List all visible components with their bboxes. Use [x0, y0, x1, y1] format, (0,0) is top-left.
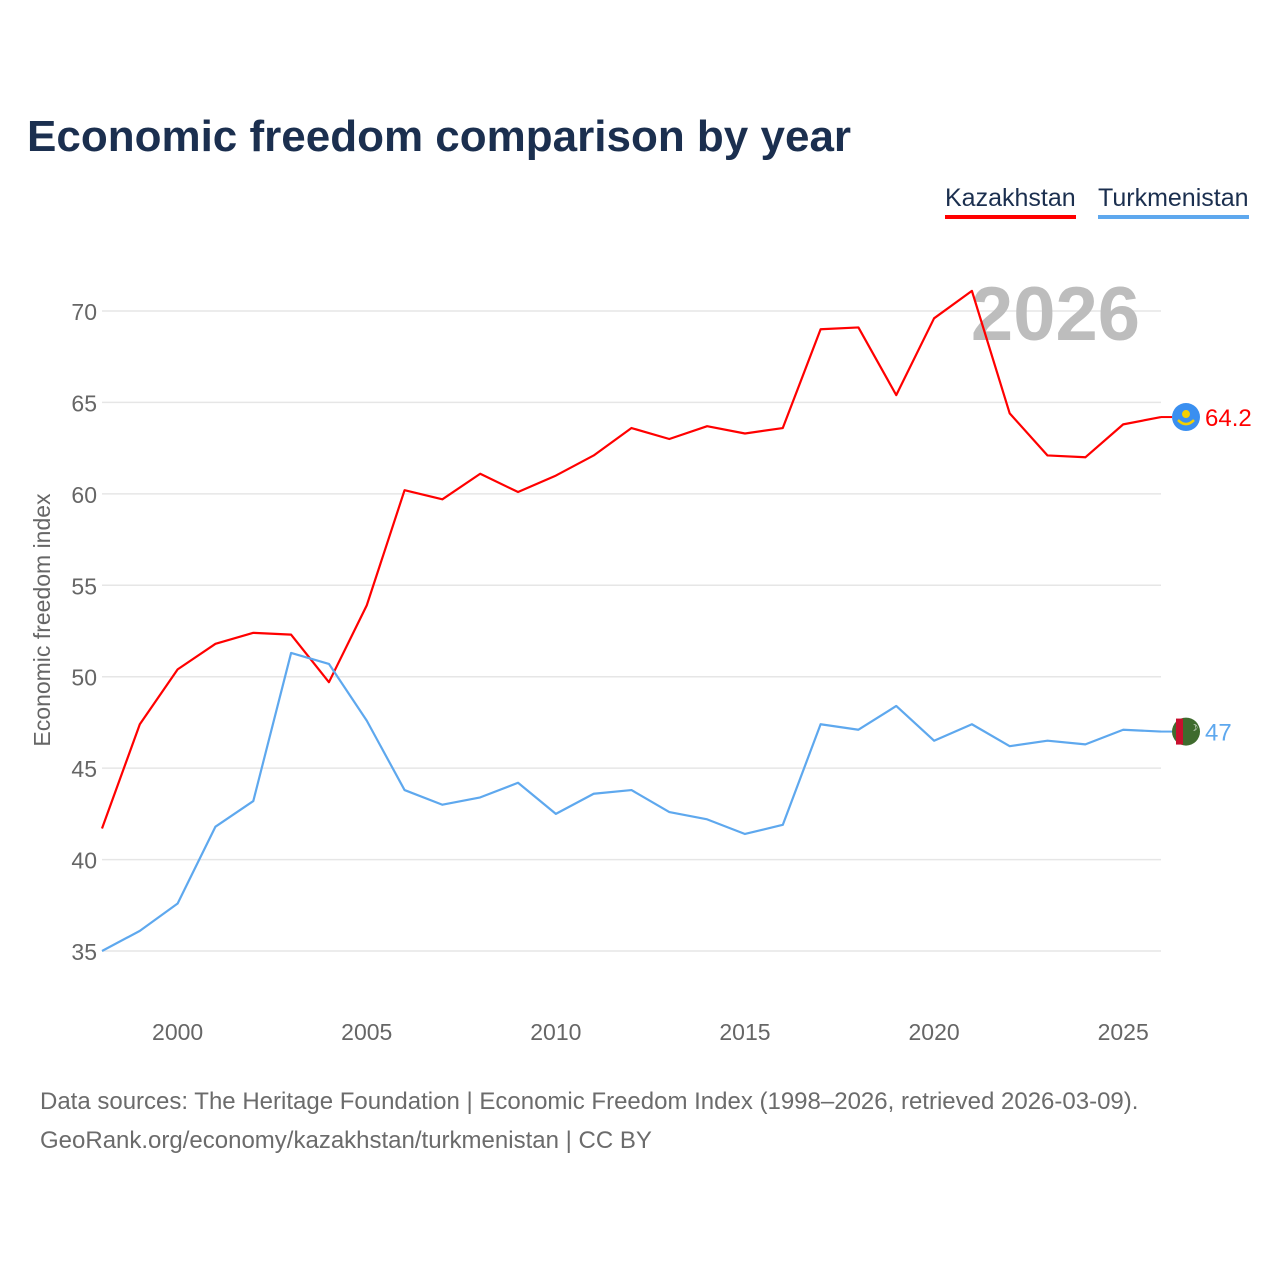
x-tick-label: 2005	[341, 1019, 392, 1045]
year-watermark: 2026	[971, 272, 1140, 357]
legend-turkmenistan[interactable]: Turkmenistan	[1098, 184, 1249, 219]
flag-stripe-icon	[1176, 718, 1183, 745]
series-line-kazakhstan	[100, 289, 1162, 829]
y-tick-label: 50	[71, 665, 97, 691]
flag-crescent-icon: ☽	[1190, 724, 1198, 734]
y-tick-label: 65	[71, 390, 97, 416]
license-link[interactable]: GeoRank.org/economy/kazakhstan/turkmenis…	[40, 1127, 652, 1154]
x-tick-label: 2025	[1098, 1019, 1149, 1045]
legend-kazakhstan[interactable]: Kazakhstan	[945, 184, 1076, 219]
y-tick-label: 40	[71, 848, 97, 874]
flag-eagle-icon	[1177, 419, 1195, 426]
series-line-turkmenistan	[101, 651, 1162, 952]
y-tick-label: 60	[71, 482, 97, 508]
line-chart: 35 40 45 50 55 60 65 70 2000 2005 2010 2015 2020 2025…	[29, 272, 1252, 1045]
data-sources: Data sources: The Heritage Foundation | …	[40, 1088, 1139, 1115]
chart-title: Economic freedom comparison by year	[27, 112, 852, 161]
y-tick-label: 55	[71, 573, 97, 599]
x-tick-label: 2015	[719, 1019, 770, 1045]
y-tick-label: 45	[71, 756, 97, 782]
y-axis-label: Economic freedom index	[29, 493, 55, 747]
end-value-label: 64.2	[1205, 405, 1252, 432]
flag-sun-icon	[1182, 410, 1190, 419]
y-tick-label: 70	[71, 299, 97, 325]
x-tick-label: 2010	[530, 1019, 581, 1045]
y-tick-label: 35	[71, 939, 97, 965]
x-tick-label: 2020	[908, 1019, 959, 1045]
end-value-label: 47	[1205, 720, 1232, 747]
x-tick-label: 2000	[152, 1019, 203, 1045]
